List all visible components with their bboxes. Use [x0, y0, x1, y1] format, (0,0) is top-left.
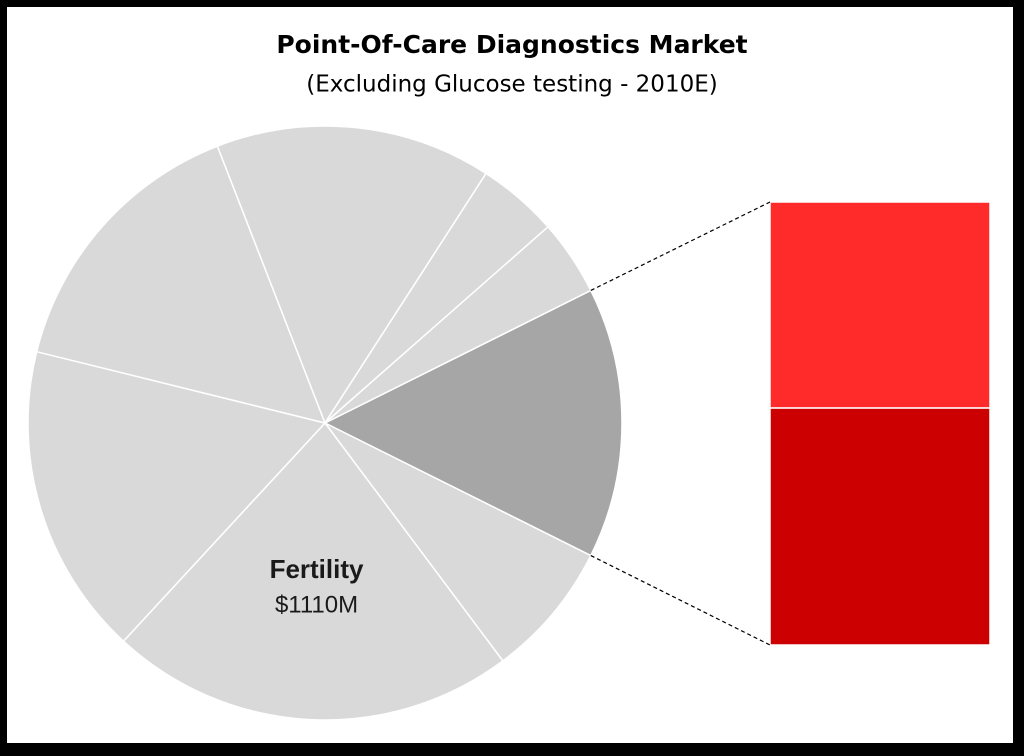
pie-slice: [216, 125, 488, 425]
bar-segment: [769, 201, 991, 409]
pie-slice: [324, 225, 592, 424]
pie-slice: [35, 145, 327, 425]
pie-slice: [27, 350, 327, 643]
pie-slice: [122, 421, 504, 721]
slice-value-label: $1110M: [275, 591, 358, 618]
slice-label: Fertility: [270, 554, 364, 584]
bar-segment: [769, 407, 991, 646]
pie-slice: [323, 289, 623, 557]
connector-line: [590, 554, 771, 646]
chart-subtitle: (Excluding Glucose testing - 2010E): [306, 72, 717, 98]
pie-slice: [324, 422, 592, 662]
chart-title: Point-Of-Care Diagnostics Market: [276, 30, 747, 59]
connector-line: [590, 201, 771, 292]
